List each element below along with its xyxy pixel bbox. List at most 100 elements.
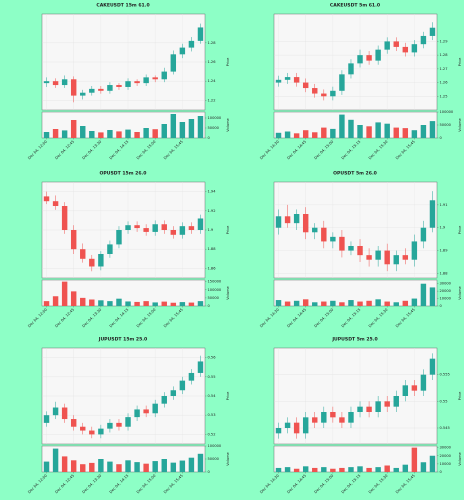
- candle-body: [348, 246, 354, 251]
- y-axis-label: Price: [458, 391, 462, 401]
- volume-bar: [52, 296, 59, 306]
- volume-area: [273, 111, 438, 139]
- y-tick-label: 1.9: [208, 228, 214, 232]
- volume-tick-label: 0: [440, 304, 443, 308]
- candle-body: [80, 426, 86, 431]
- candle-body: [429, 200, 436, 228]
- volume-bar: [70, 460, 77, 472]
- candle-body: [89, 88, 95, 93]
- volume-bar: [321, 467, 327, 472]
- volume-bar: [375, 467, 381, 472]
- volume-bar: [98, 459, 104, 472]
- candle-body: [170, 54, 177, 72]
- candle-body: [107, 422, 113, 429]
- volume-bar: [366, 126, 372, 138]
- candle-body: [275, 216, 282, 228]
- volume-tick-label: 0: [440, 470, 443, 474]
- volume-bar: [393, 302, 399, 306]
- volume-tick-label: 150000: [208, 280, 222, 284]
- candle-body: [197, 218, 204, 230]
- volume-bar: [275, 300, 282, 306]
- candle-body: [293, 77, 300, 83]
- candle-body: [284, 216, 291, 224]
- volume-axis-label: Volume: [226, 286, 230, 300]
- volume-bar: [312, 132, 318, 138]
- chart-panel: JUPUSDT 5m 25.0 0.545 0.55 0.555 0 10000 20000…: [259, 337, 462, 495]
- volume-tick-label: 50000: [208, 296, 220, 300]
- volume-bar: [275, 132, 282, 138]
- candle-body: [302, 417, 309, 434]
- y-tick-label: 1.89: [440, 249, 449, 253]
- volume-axis-label: Volume: [226, 118, 230, 132]
- volume-bar: [302, 130, 309, 138]
- volume-bar: [375, 299, 381, 306]
- volume-bar: [98, 132, 104, 138]
- candle-body: [321, 412, 327, 423]
- volume-bar: [89, 131, 95, 138]
- candle-body: [429, 358, 436, 375]
- volume-bar: [420, 283, 427, 306]
- volume-bar: [393, 467, 399, 472]
- volume-bar: [43, 132, 50, 138]
- volume-bar: [161, 124, 167, 138]
- candle-body: [188, 40, 195, 48]
- chart-title: OPUSDT 15m 26.0: [100, 171, 147, 177]
- volume-bar: [61, 281, 68, 306]
- candle-body: [321, 227, 327, 242]
- candle-body: [52, 81, 59, 86]
- candle-body: [375, 49, 381, 61]
- volume-tick-label: 0: [208, 304, 211, 308]
- chart-panel: OPUSDT 5m 26.0 1.88 1.89 1.9 1.91 0 10000 20000…: [259, 171, 462, 329]
- candle-body: [98, 88, 104, 91]
- candle-body: [70, 230, 77, 250]
- candle-body: [152, 224, 158, 232]
- volume-bar: [161, 301, 167, 306]
- volume-bar: [197, 116, 204, 138]
- volume-bar: [384, 465, 390, 472]
- candle-body: [312, 417, 318, 423]
- volume-bar: [125, 129, 131, 138]
- volume-bar: [330, 128, 336, 138]
- candle-body: [366, 55, 372, 61]
- volume-tick-label: 10000: [440, 297, 452, 301]
- candle-body: [402, 46, 409, 53]
- candle-body: [116, 85, 122, 87]
- volume-bar: [366, 467, 372, 472]
- candle-body: [402, 385, 409, 396]
- candle-body: [357, 246, 363, 256]
- volume-bar: [312, 467, 318, 472]
- volume-bar: [357, 301, 363, 306]
- candle-body: [411, 44, 418, 53]
- candle-body: [179, 47, 186, 55]
- volume-bar: [107, 301, 113, 306]
- chart-panel: OPUSDT 15m 26.0 1.86 1.88 1.9 1.92 1.94 0 50000…: [27, 171, 230, 329]
- volume-bar: [357, 125, 363, 138]
- volume-bar: [179, 122, 186, 138]
- volume-bar: [348, 300, 354, 306]
- candle-body: [152, 77, 158, 80]
- volume-bar: [284, 301, 291, 306]
- volume-bar: [429, 121, 436, 138]
- candle-body: [134, 81, 140, 84]
- candle-body: [393, 41, 399, 47]
- y-tick-label: 1.24: [208, 79, 217, 83]
- candle-body: [161, 71, 167, 80]
- candle-body: [170, 390, 177, 396]
- candle-body: [275, 428, 282, 434]
- volume-axis-label: Volume: [226, 452, 230, 466]
- candle-body: [125, 225, 131, 230]
- candle-body: [134, 409, 140, 418]
- candle-body: [80, 92, 86, 96]
- candle-body: [70, 419, 77, 427]
- volume-bar: [402, 128, 409, 138]
- candle-body: [161, 396, 167, 404]
- volume-bar: [152, 461, 158, 472]
- candle-body: [420, 374, 427, 391]
- volume-bar: [197, 301, 204, 306]
- volume-bar: [125, 460, 131, 472]
- candle-body: [179, 380, 186, 391]
- candle-body: [143, 409, 149, 414]
- y-axis-label: Price: [458, 225, 462, 235]
- volume-tick-label: 50000: [440, 123, 452, 127]
- volume-bar: [402, 300, 409, 306]
